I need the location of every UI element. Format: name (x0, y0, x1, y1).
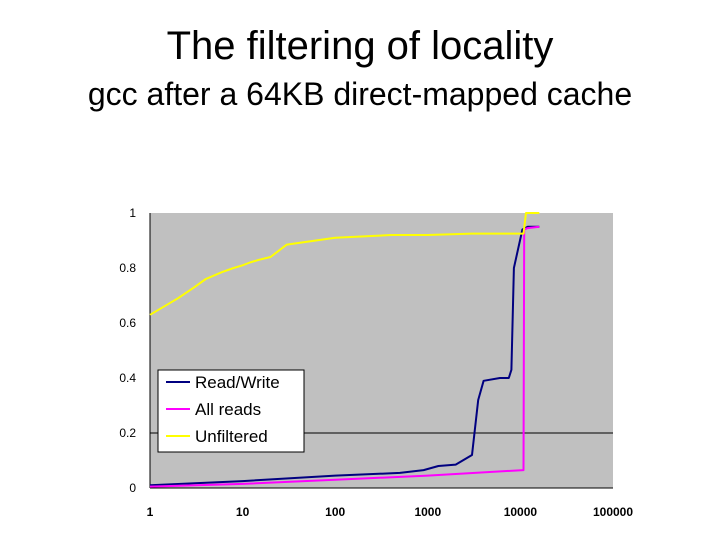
x-tick-label: 10000 (504, 505, 538, 519)
y-tick-label: 0.6 (119, 316, 136, 330)
x-tick-label: 1000 (414, 505, 441, 519)
page-title: The filtering of locality (166, 24, 554, 68)
legend-label-read-write: Read/Write (195, 373, 280, 392)
x-tick-label: 1 (147, 505, 154, 519)
series-line-read-write (149, 225, 540, 487)
series-line-all-reads (149, 225, 540, 488)
y-tick-label: 0.2 (119, 426, 136, 440)
legend-label-unfiltered: Unfiltered (195, 427, 268, 446)
page-subtitle: gcc after a 64KB direct-mapped cache (87, 76, 633, 112)
y-tick-label: 0 (129, 481, 136, 495)
y-tick-label: 1 (129, 206, 136, 220)
x-tick-label: 100 (325, 505, 345, 519)
x-tick-label: 100000 (593, 505, 633, 519)
legend-label-all-reads: All reads (195, 400, 261, 419)
series-line-unfiltered (149, 212, 540, 316)
x-tick-label: 10 (236, 505, 250, 519)
y-tick-label: 0.4 (119, 371, 136, 385)
legend (157, 369, 305, 453)
y-tick-label: 0.8 (119, 261, 136, 275)
